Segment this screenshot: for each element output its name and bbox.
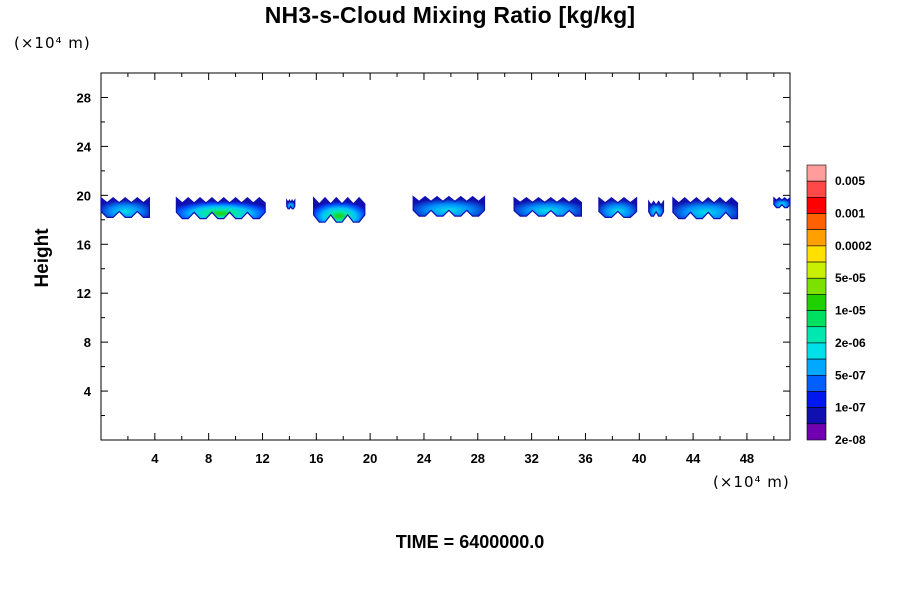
chart-title: NH3-s-Cloud Mixing Ratio [kg/kg] [264,2,636,28]
colorbar-swatch [806,197,827,214]
cloud-patch-shape [773,196,791,209]
colorbar-swatch [806,342,827,360]
x-tick-label: 16 [309,451,323,466]
y-tick-label: 4 [84,384,92,399]
colorbar-label: 0.0002 [835,239,872,253]
cloud-patch [513,196,582,217]
colorbar-label: 5e-07 [835,368,866,382]
colorbar-label: 2e-08 [835,433,866,447]
cloud-patch [412,195,486,217]
y-tick-label: 20 [77,188,91,203]
y-tick-label: 28 [77,90,91,105]
colorbar-swatch [806,213,827,231]
cloud-patch [100,196,150,218]
x-tick-label: 12 [255,451,269,466]
colorbar-label: 0.001 [835,207,865,221]
cloud-patches [100,195,791,223]
time-label: TIME = 6400000.0 [395,532,545,552]
colorbar-swatch [806,423,827,441]
colorbar-label: 5e-05 [835,271,866,285]
cloud-patch-shape [175,196,266,220]
colorbar-swatch [806,180,827,198]
cloud-patch-shape [648,199,665,217]
y-unit-label: (×10⁴ m) [14,34,91,52]
y-tick-label: 24 [77,139,92,154]
colorbar-swatch [806,245,827,263]
colorbar-label: 2e-06 [835,336,866,350]
y-tick-label: 8 [84,335,91,350]
x-tick-label: 48 [740,451,754,466]
colorbar-swatch [806,310,827,328]
colorbar: 0.005 0.001 0.0002 5e-05 1e-05 2e-06 5e-07 1e-0… [806,164,872,447]
x-tick-label: 24 [417,451,432,466]
cloud-patch [648,199,665,217]
cloud-patch-shape [513,196,582,217]
x-tick-label: 40 [632,451,646,466]
x-tick-label: 36 [578,451,592,466]
x-tick-label: 44 [686,451,701,466]
colorbar-label: 0.005 [835,174,865,188]
plot-frame [100,72,791,441]
x-tick-label: 28 [471,451,485,466]
x-unit-label: (×10⁴ m) [713,473,790,491]
colorbar-swatch [806,229,827,247]
cloud-patch-shape [412,195,486,217]
colorbar-swatch [806,407,827,425]
cloud-patch-shape [598,196,638,218]
colorbar-label: 1e-05 [835,304,866,318]
cloud-patch [672,196,739,220]
cloud-patch [773,196,791,209]
x-tick-label: 20 [363,451,377,466]
cloud-patch-shape [672,196,739,220]
colorbar-swatch [806,374,827,392]
cloud-patch-shape [286,198,296,210]
colorbar-label: 1e-07 [835,401,866,415]
cloud-patch [598,196,638,218]
cloud-patch [286,198,296,210]
x-tick-label: 4 [151,451,159,466]
plot-area [100,72,791,441]
x-tick-label: 32 [524,451,538,466]
y-tick-label: 12 [77,286,91,301]
colorbar-swatch [806,326,827,344]
colorbar-swatch [806,164,827,182]
colorbar-swatch [806,277,827,295]
colorbar-swatch [806,358,827,376]
x-tick-label: 8 [205,451,212,466]
cloud-patch-shape [100,196,150,218]
colorbar-swatch [806,261,827,279]
cloud-patch [175,196,266,220]
y-tick-label: 16 [77,237,91,252]
colorbar-swatch [806,294,827,311]
cloud-patch [312,196,366,223]
cloud-patch-shape [312,196,366,223]
colorbar-swatch [806,391,827,408]
